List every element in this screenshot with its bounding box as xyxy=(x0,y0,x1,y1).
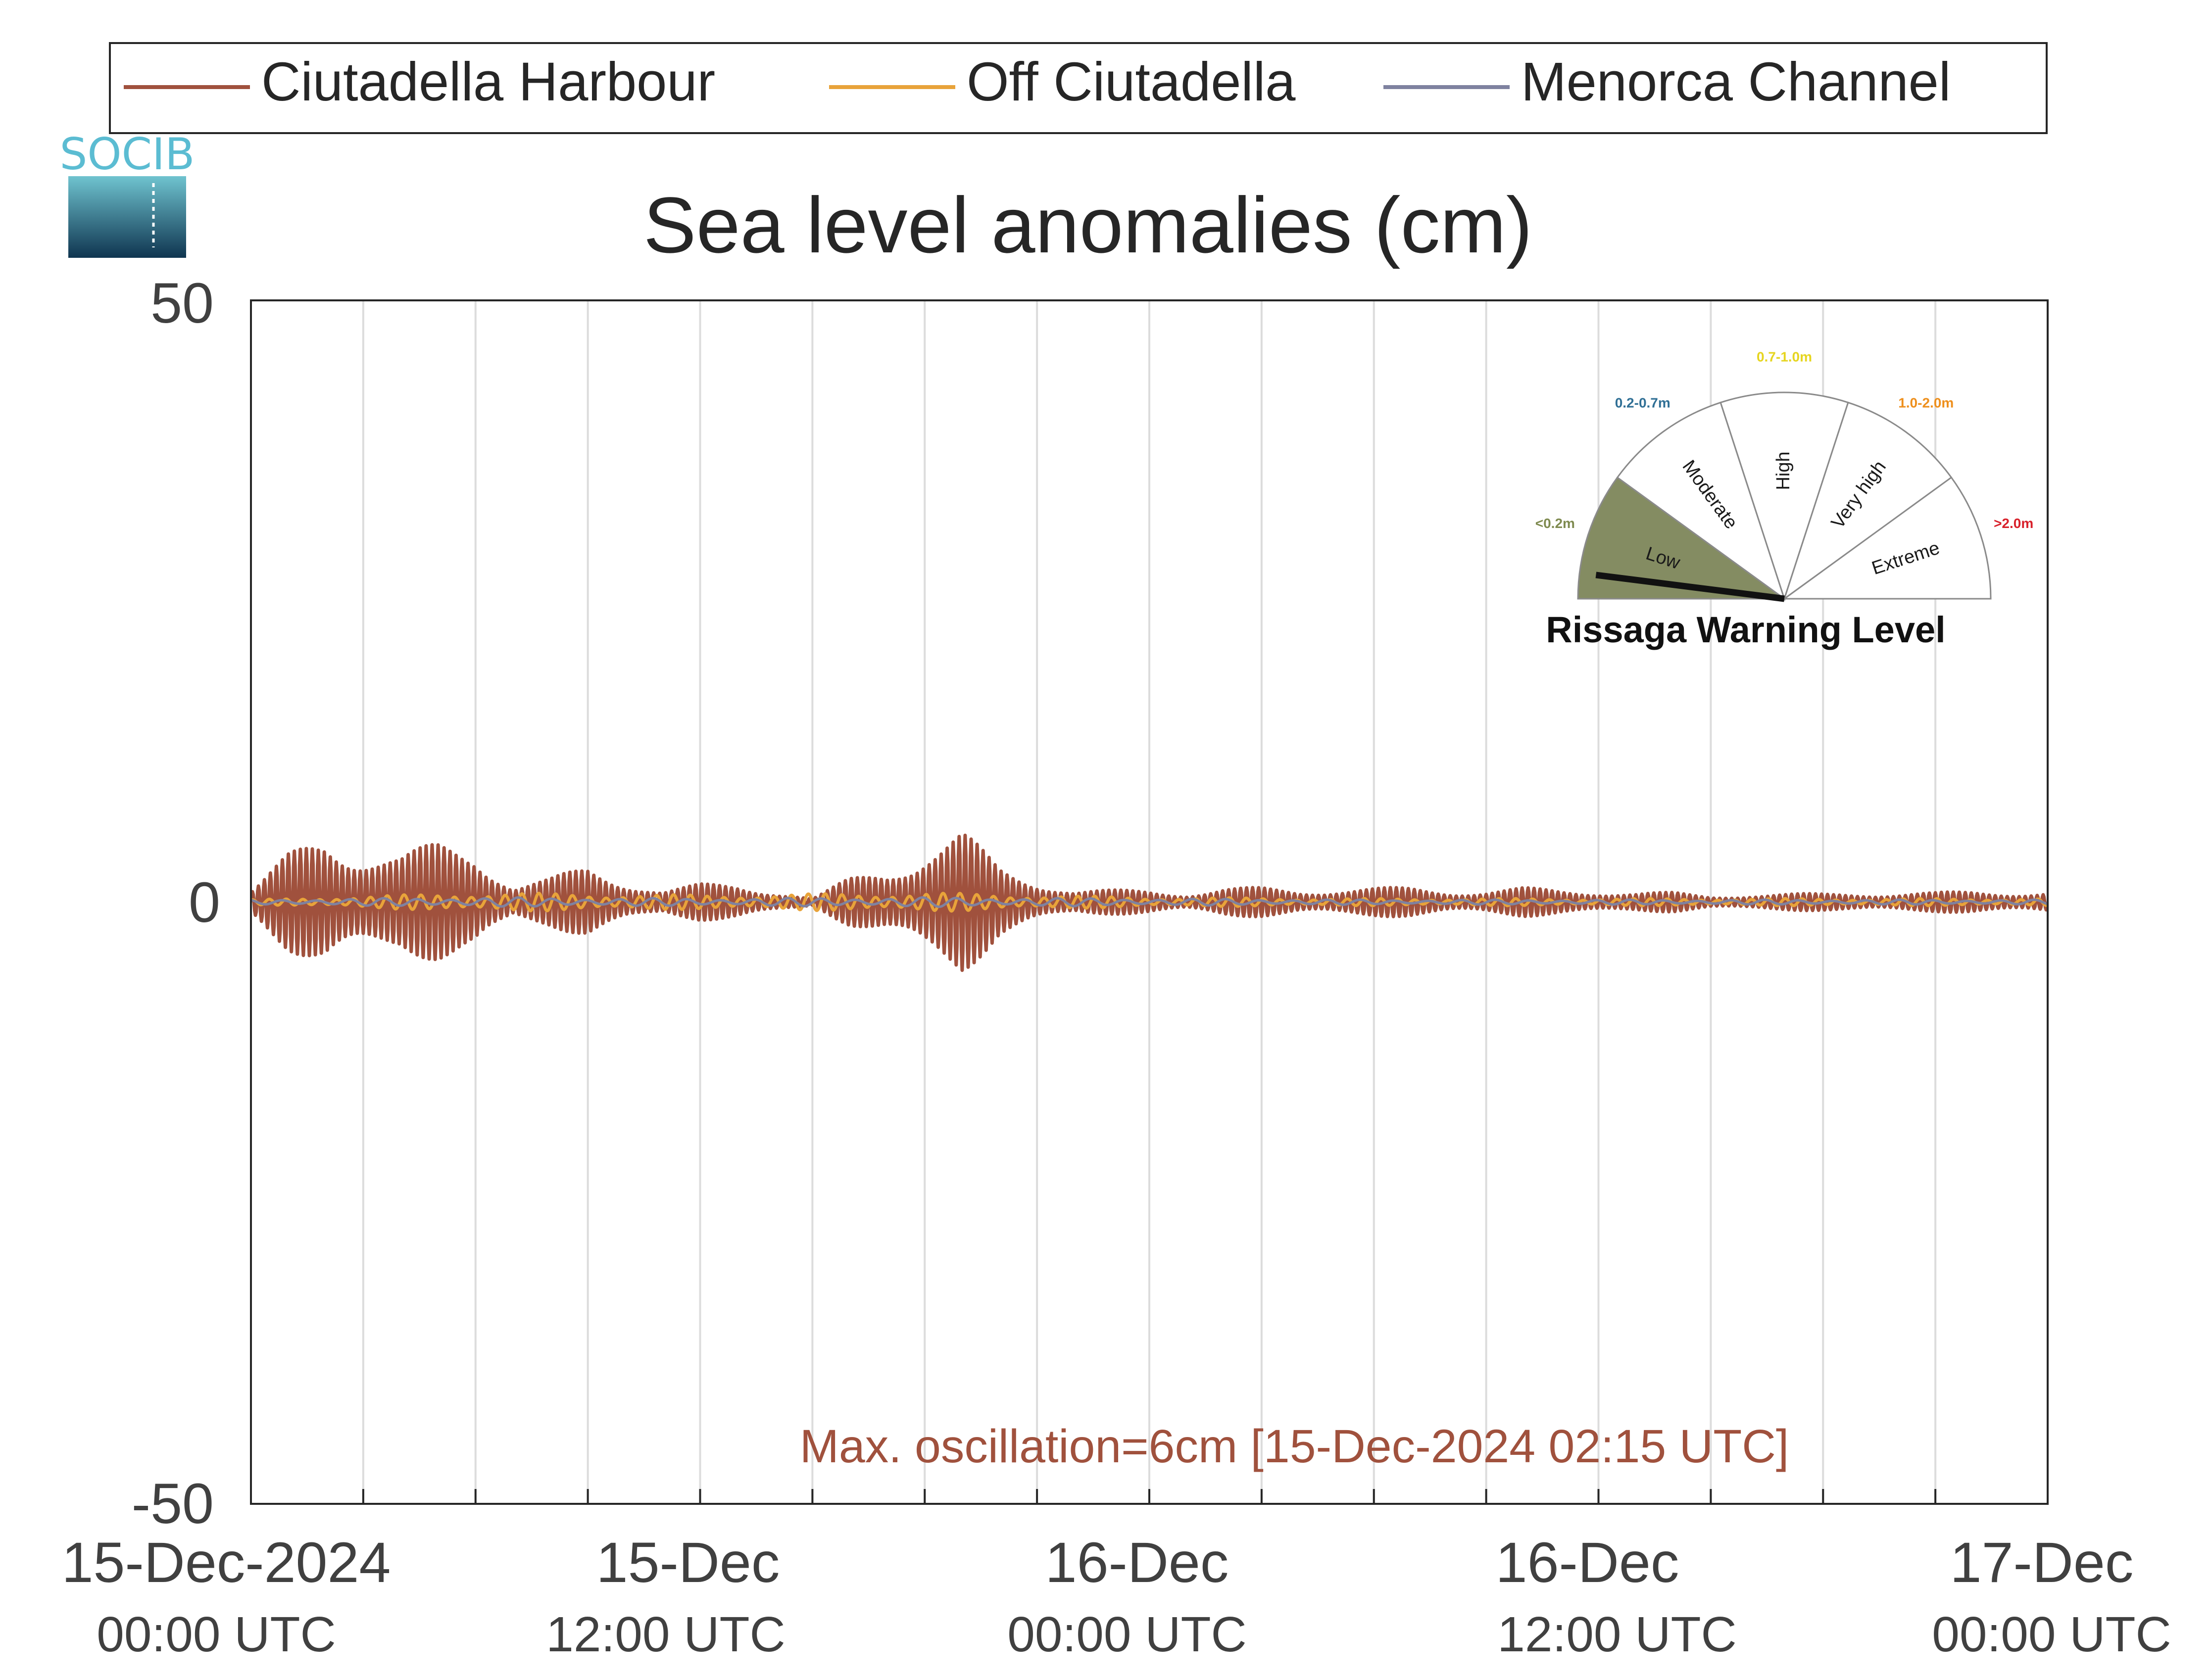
socib-logo: SOCIB xyxy=(60,129,195,258)
x-tick-date: 16-Dec xyxy=(1045,1531,1229,1594)
gauge-range-label-extreme: >2.0m xyxy=(1994,516,2033,531)
legend-label-off-ciutadella: Off Ciutadella xyxy=(967,51,1296,112)
y-axis: 50 0 -50 xyxy=(132,272,220,1536)
series-line-menorca-channel xyxy=(251,896,2048,908)
y-tick-label: -50 xyxy=(132,1472,214,1536)
x-tick-date: 15-Dec-2024 xyxy=(62,1531,391,1594)
legend: Ciutadella Harbour Off Ciutadella Menorc… xyxy=(109,42,2048,134)
logo-text: SOCIB xyxy=(60,129,195,180)
gauge-range-label-low: <0.2m xyxy=(1535,516,1575,531)
gauge-range-label-high: 0.7-1.0m xyxy=(1757,349,1812,364)
x-tick-time: 00:00 UTC xyxy=(97,1607,336,1662)
x-tick-time: 12:00 UTC xyxy=(1497,1607,1737,1662)
gauge-sectors: Low<0.2m Moderate0.2-0.7mHigh0.7-1.0mVery… xyxy=(1535,349,2033,601)
y-tick-label: 0 xyxy=(189,871,220,934)
gauge-sector-high xyxy=(1720,391,1849,601)
series-lines xyxy=(251,833,2048,972)
y-tick-label: 50 xyxy=(150,272,214,335)
x-tick-time: 00:00 UTC xyxy=(1932,1607,2171,1662)
gauge-sector-label-high: High xyxy=(1773,451,1794,490)
x-tick-date: 17-Dec xyxy=(1950,1531,2134,1594)
legend-box xyxy=(109,42,2048,134)
legend-label-menorca-channel: Menorca Channel xyxy=(1521,51,1951,112)
x-tick-time: 00:00 UTC xyxy=(1007,1607,1247,1662)
gauge-sector-very-high xyxy=(1783,401,1953,601)
gauge-title: Rissaga Warning Level xyxy=(1546,609,1945,650)
legend-label-ciutadella-harbour: Ciutadella Harbour xyxy=(261,51,715,112)
x-axis: 15-Dec-2024 00:00 UTC 15-Dec 12:00 UTC 1… xyxy=(62,1531,2171,1662)
gauge-range-label-very-high: 1.0-2.0m xyxy=(1898,395,1954,410)
logo-block xyxy=(68,176,186,258)
gauge-needle xyxy=(1595,572,1785,602)
legend-entry-menorca-channel: Menorca Channel xyxy=(1383,51,1951,112)
rissaga-warning-gauge: Low<0.2m Moderate0.2-0.7mHigh0.7-1.0mVery… xyxy=(1535,349,2034,650)
x-tick-date: 16-Dec xyxy=(1496,1531,1679,1594)
x-tick-time: 12:00 UTC xyxy=(546,1607,786,1662)
x-tick-marks xyxy=(362,1489,1937,1504)
legend-entry-ciutadella-harbour: Ciutadella Harbour xyxy=(124,51,715,112)
legend-entry-off-ciutadella: Off Ciutadella xyxy=(829,51,1296,112)
max-oscillation-annotation: Max. oscillation=6cm [15-Dec-2024 02:15 … xyxy=(800,1420,1789,1473)
chart-title: Sea level anomalies (cm) xyxy=(643,181,1532,269)
gauge-sector-moderate xyxy=(1616,401,1786,601)
gauge-range-label-moderate: 0.2-0.7m xyxy=(1615,395,1671,410)
gauge-sector-low xyxy=(1577,476,1787,600)
x-tick-date: 15-Dec xyxy=(596,1531,780,1594)
gauge-sector-extreme xyxy=(1782,476,1992,600)
